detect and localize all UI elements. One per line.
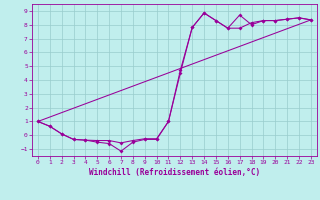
X-axis label: Windchill (Refroidissement éolien,°C): Windchill (Refroidissement éolien,°C) bbox=[89, 168, 260, 177]
